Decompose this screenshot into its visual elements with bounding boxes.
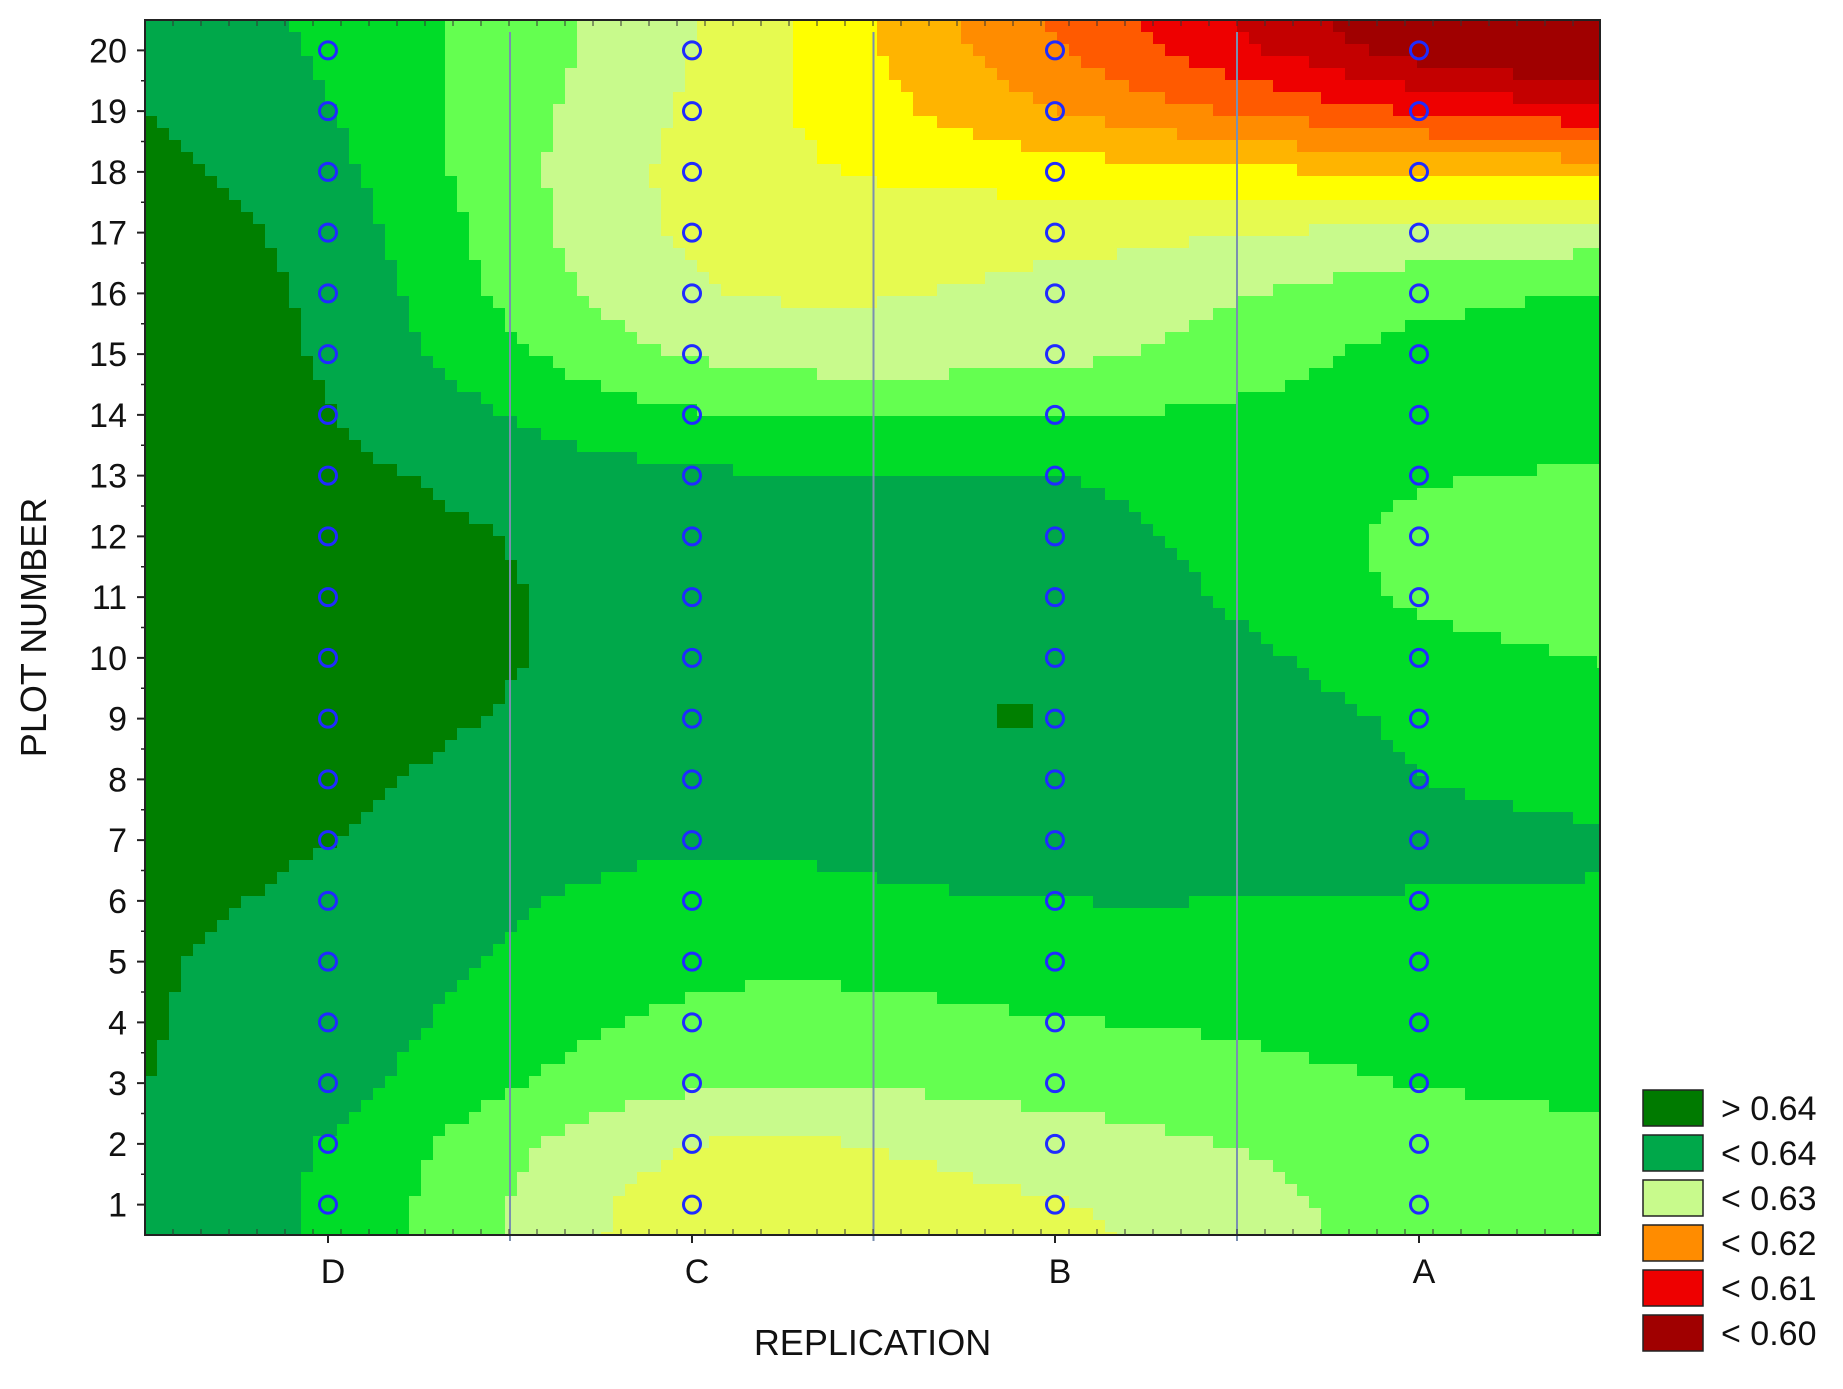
- legend-label-0: > 0.64: [1721, 1090, 1816, 1128]
- legend: > 0.64 < 0.64 < 0.63 < 0.62 < 0.61 < 0.60: [1643, 1090, 1816, 1353]
- legend-label-5: < 0.60: [1721, 1315, 1816, 1353]
- legend-swatch-3: [1643, 1225, 1703, 1261]
- y-tick-label-2: 2: [108, 1126, 127, 1164]
- y-tick-label-16: 16: [89, 275, 127, 313]
- y-tick-label-19: 19: [89, 93, 127, 131]
- y-tick-label-10: 10: [89, 640, 127, 678]
- y-tick-label-5: 5: [108, 944, 127, 982]
- legend-swatch-2: [1643, 1180, 1703, 1216]
- legend-swatch-4: [1643, 1270, 1703, 1306]
- x-tick-label-A: A: [1413, 1253, 1436, 1291]
- y-tick-label-3: 3: [108, 1065, 127, 1103]
- legend-label-1: < 0.64: [1721, 1135, 1816, 1173]
- y-tick-label-12: 12: [89, 518, 127, 556]
- legend-label-4: < 0.61: [1721, 1270, 1816, 1308]
- y-tick-label-17: 17: [89, 215, 127, 253]
- legend-swatch-5: [1643, 1315, 1703, 1351]
- legend-swatch-1: [1643, 1135, 1703, 1171]
- y-tick-label-4: 4: [108, 1004, 127, 1042]
- x-tick-label-C: C: [685, 1253, 710, 1291]
- y-tick-label-18: 18: [89, 154, 127, 192]
- y-tick-label-7: 7: [108, 822, 127, 860]
- x-tick-label-B: B: [1049, 1253, 1072, 1291]
- y-tick-label-13: 13: [89, 458, 127, 496]
- y-tick-label-8: 8: [108, 761, 127, 799]
- y-tick-label-9: 9: [108, 701, 127, 739]
- legend-label-3: < 0.62: [1721, 1225, 1816, 1263]
- x-tick-label-D: D: [321, 1253, 346, 1291]
- y-tick-label-11: 11: [92, 579, 127, 617]
- y-axis-title: PLOT NUMBER: [13, 498, 54, 757]
- legend-label-2: < 0.63: [1721, 1180, 1816, 1218]
- y-tick-label-15: 15: [89, 336, 127, 374]
- y-tick-label-1: 1: [108, 1187, 127, 1225]
- y-tick-label-14: 14: [89, 397, 127, 435]
- x-axis-title: REPLICATION: [754, 1322, 991, 1363]
- y-tick-label-6: 6: [108, 883, 127, 921]
- legend-swatch-0: [1643, 1090, 1703, 1126]
- y-tick-label-20: 20: [89, 32, 127, 70]
